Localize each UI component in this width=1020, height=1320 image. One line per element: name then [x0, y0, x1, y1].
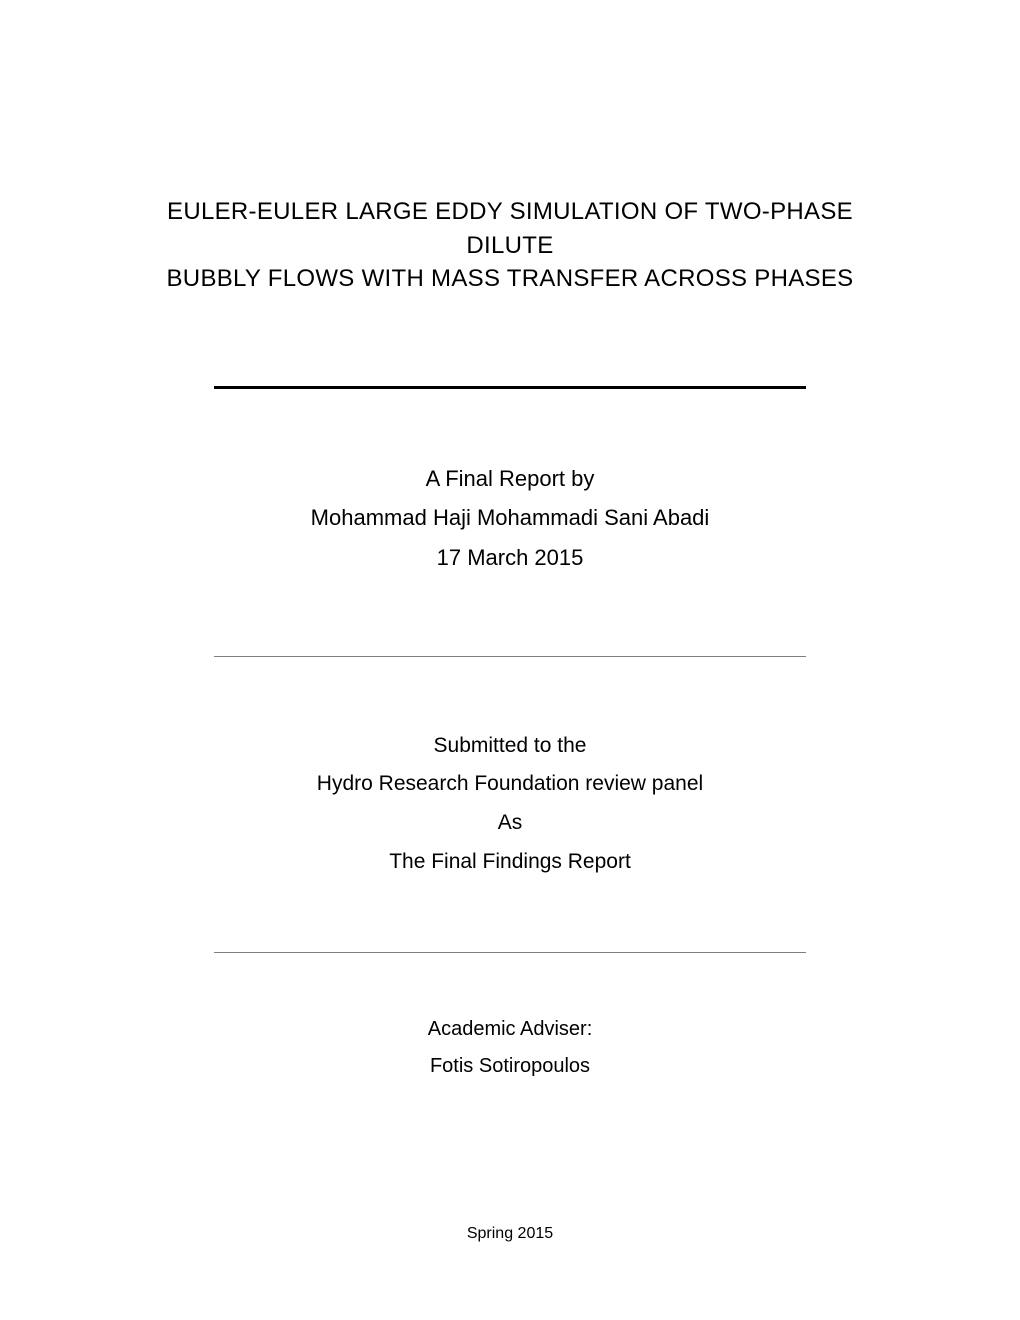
report-date: 17 March 2015: [120, 538, 900, 578]
submitted-line-3: As: [120, 804, 900, 843]
submitted-block: Submitted to the Hydro Research Foundati…: [120, 727, 900, 882]
adviser-name: Fotis Sotiropoulos: [120, 1048, 900, 1085]
adviser-block: Academic Adviser: Fotis Sotiropoulos: [120, 1011, 900, 1085]
title-page: EULER-EULER LARGE EDDY SIMULATION OF TWO…: [120, 195, 900, 1243]
byline-block: A Final Report by Mohammad Haji Mohammad…: [120, 459, 900, 578]
thin-horizontal-rule-1: [214, 656, 807, 657]
title-line-1: EULER-EULER LARGE EDDY SIMULATION OF TWO…: [120, 195, 900, 262]
submitted-line-2: Hydro Research Foundation review panel: [120, 765, 900, 804]
report-label: A Final Report by: [120, 459, 900, 499]
adviser-label: Academic Adviser:: [120, 1011, 900, 1048]
document-title: EULER-EULER LARGE EDDY SIMULATION OF TWO…: [120, 195, 900, 296]
term-label: Spring 2015: [120, 1225, 900, 1243]
thick-horizontal-rule: [214, 386, 807, 389]
submitted-line-1: Submitted to the: [120, 727, 900, 766]
title-line-2: BUBBLY FLOWS WITH MASS TRANSFER ACROSS P…: [120, 262, 900, 296]
author-name: Mohammad Haji Mohammadi Sani Abadi: [120, 498, 900, 538]
thin-horizontal-rule-2: [214, 952, 807, 953]
submitted-line-4: The Final Findings Report: [120, 843, 900, 882]
